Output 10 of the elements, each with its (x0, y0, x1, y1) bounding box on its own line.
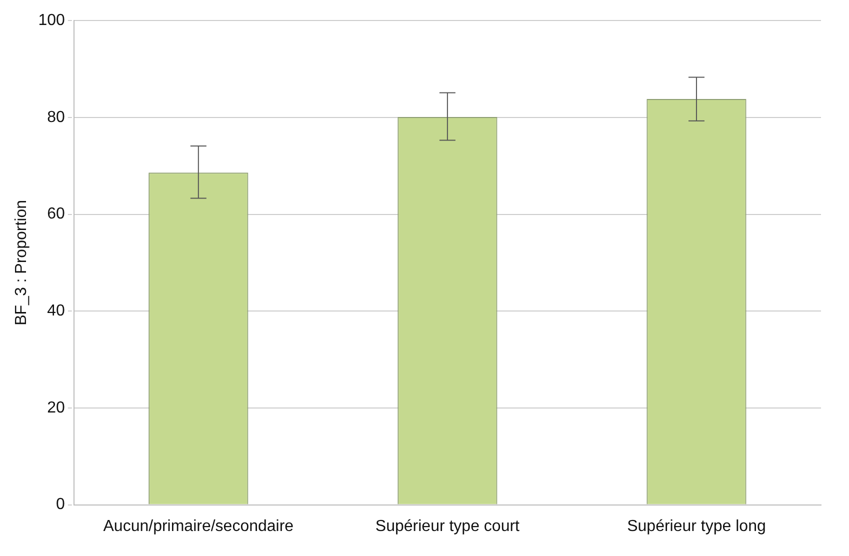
x-tick-label: Supérieur type court (375, 518, 520, 535)
y-tick-label: 100 (38, 12, 65, 30)
x-tick-label: Aucun/primaire/secondaire (103, 518, 294, 535)
y-tick-label: 0 (56, 496, 65, 514)
y-tick-label: 60 (47, 206, 65, 223)
y-tick-label: 20 (47, 399, 65, 416)
y-axis-title: BF_3 : Proportion (13, 200, 30, 326)
y-tick-label: 80 (47, 108, 65, 126)
x-tick-label: Supérieur type long (627, 518, 766, 535)
y-tick-label: 40 (47, 302, 65, 320)
